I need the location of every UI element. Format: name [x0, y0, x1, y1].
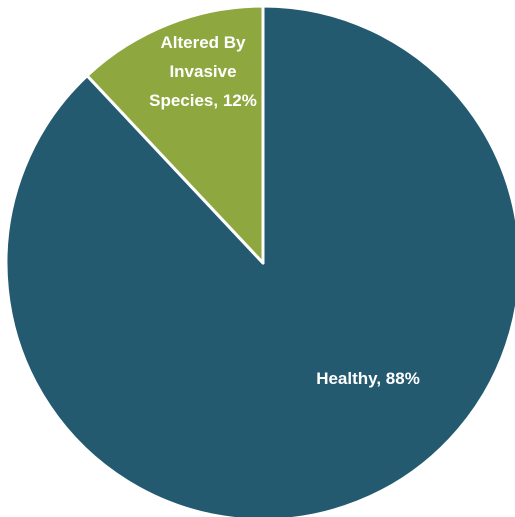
pie-slice-altered-by-invasive-species	[85, 4, 265, 265]
pie-label-altered-by-invasive-species: Altered By Invasive Species, 12%	[149, 33, 257, 110]
pie-label-line: Species, 12%	[149, 91, 257, 110]
pie-label-healthy: Healthy, 88%	[316, 369, 420, 388]
pie-label-line: Altered By	[160, 33, 246, 52]
pie-label-line: Healthy, 88%	[316, 369, 420, 388]
pie-label-line: Invasive	[169, 62, 236, 81]
